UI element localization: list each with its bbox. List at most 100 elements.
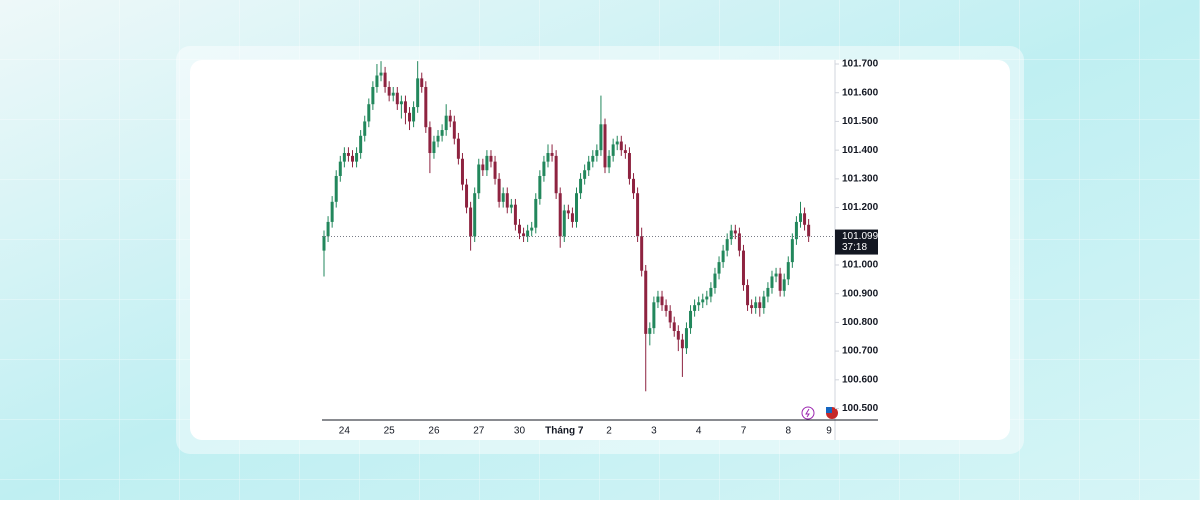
- candle-body: [599, 124, 603, 151]
- candle-body: [522, 233, 526, 237]
- candle-body: [615, 141, 619, 145]
- y-tick-label: 101.200: [842, 202, 879, 213]
- candle-body: [672, 322, 676, 332]
- candle-body: [721, 250, 725, 263]
- candle-body: [469, 207, 473, 237]
- x-tick-label: 24: [339, 426, 351, 437]
- y-tick-label: 101.500: [842, 116, 879, 127]
- x-tick-label: 2: [606, 426, 612, 437]
- last-price-tag: [835, 229, 878, 255]
- candle-body: [729, 230, 733, 240]
- candle-body: [587, 161, 591, 171]
- candle-body: [570, 213, 574, 222]
- candle-body: [554, 155, 558, 194]
- candle-body: [680, 339, 684, 349]
- candle-body: [803, 213, 807, 225]
- candle-body: [465, 184, 469, 208]
- x-tick-label: 3: [651, 426, 657, 437]
- candle-body: [750, 305, 754, 309]
- candle-body: [428, 127, 432, 154]
- candle-body: [583, 170, 587, 179]
- candle-body: [517, 224, 521, 234]
- candle-body: [619, 141, 623, 151]
- candle-body: [403, 101, 407, 113]
- x-tick-label: Tháng 7: [545, 426, 584, 437]
- candle-body: [460, 158, 464, 185]
- candle-body: [338, 161, 342, 176]
- candle-body: [689, 310, 693, 329]
- candle-body: [766, 287, 770, 297]
- candle-body: [452, 121, 456, 139]
- candle-body: [501, 193, 505, 202]
- candle-body: [591, 155, 595, 162]
- candle-body: [546, 153, 550, 162]
- candle-body: [794, 221, 798, 240]
- candle-body: [656, 296, 660, 303]
- candle-body: [558, 193, 562, 237]
- candle-body: [562, 210, 566, 237]
- candle-body: [697, 302, 701, 306]
- candle-body: [668, 310, 672, 323]
- candle-body: [399, 101, 403, 105]
- x-tick-label: 4: [696, 426, 702, 437]
- candle-body: [725, 239, 729, 251]
- candle-body: [509, 204, 513, 208]
- candle-body: [440, 130, 444, 136]
- countdown-label: 37:18: [842, 242, 867, 253]
- candle-body: [456, 138, 460, 159]
- y-tick-label: 100.700: [842, 346, 879, 357]
- candle-body: [758, 302, 762, 309]
- candle-body: [473, 193, 477, 237]
- candle-body: [807, 224, 811, 237]
- x-tick-label: 27: [473, 426, 485, 437]
- candle-body: [326, 221, 330, 237]
- candle-body: [603, 124, 607, 168]
- candle-body: [693, 305, 697, 311]
- candle-body: [774, 273, 778, 277]
- candle-body: [741, 250, 745, 286]
- flag-icon[interactable]: [826, 407, 838, 419]
- candle-body: [790, 239, 794, 263]
- candle-body: [705, 296, 709, 300]
- candle-body: [733, 230, 737, 234]
- candle-body: [383, 72, 387, 87]
- candle-body: [375, 75, 379, 87]
- candle-body: [676, 331, 680, 340]
- candle-body: [640, 236, 644, 271]
- candle-body: [664, 305, 668, 311]
- x-tick-label: 26: [428, 426, 440, 437]
- candle-body: [346, 153, 350, 156]
- candle-body: [432, 141, 436, 154]
- lightning-icon[interactable]: [801, 406, 815, 420]
- y-tick-label: 101.700: [842, 59, 879, 70]
- candle-body: [709, 287, 713, 297]
- candle-body: [489, 155, 493, 162]
- candle-body: [412, 107, 416, 122]
- candle-body: [652, 302, 656, 329]
- candle-body: [611, 144, 615, 156]
- candle-body: [754, 302, 758, 309]
- x-tick-label: 25: [384, 426, 396, 437]
- candle-body: [391, 92, 395, 96]
- x-tick-label: 9: [826, 426, 832, 437]
- candle-body: [371, 86, 375, 105]
- y-tick-label: 100.900: [842, 288, 879, 299]
- candle-body: [351, 155, 355, 162]
- y-tick-label: 100.800: [842, 317, 879, 328]
- candle-body: [493, 161, 497, 179]
- y-tick-label: 100.600: [842, 374, 879, 385]
- candle-body: [798, 213, 802, 222]
- candle-body: [644, 270, 648, 334]
- candle-body: [526, 230, 530, 237]
- candle-body: [636, 193, 640, 237]
- last-price-label: 101.099: [842, 231, 879, 242]
- candle-body: [505, 193, 509, 208]
- candle-body: [395, 92, 399, 105]
- candle-body: [542, 161, 546, 176]
- candle-body: [387, 86, 391, 96]
- candle-body: [786, 262, 790, 280]
- candle-body: [424, 86, 428, 128]
- candle-body: [538, 175, 542, 199]
- candle-body: [717, 262, 721, 274]
